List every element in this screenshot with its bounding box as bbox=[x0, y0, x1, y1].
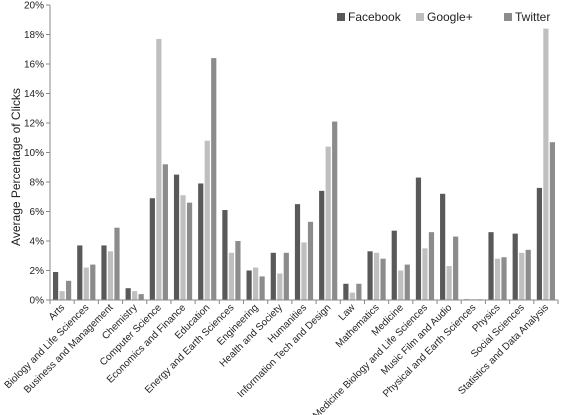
y-axis: 0% 2% 4% 6% 8% 10% 12% 14% 16% 18% 20% bbox=[24, 1, 51, 307]
bar-google- bbox=[156, 38, 162, 301]
bar-facebook bbox=[125, 288, 131, 300]
bar-google- bbox=[132, 291, 138, 300]
y-tick-label: 4% bbox=[30, 237, 45, 248]
bar-facebook bbox=[101, 245, 107, 300]
y-tick-label: 8% bbox=[30, 178, 45, 189]
bar-facebook bbox=[343, 283, 349, 300]
bar-facebook bbox=[319, 190, 325, 300]
y-tick-label: 16% bbox=[24, 60, 44, 71]
y-tick-label: 6% bbox=[30, 207, 45, 218]
bar-facebook bbox=[488, 232, 494, 300]
bar-twitter bbox=[162, 164, 168, 300]
bar-google- bbox=[398, 270, 404, 300]
bar-google- bbox=[204, 140, 210, 300]
bar-facebook bbox=[77, 245, 83, 300]
bar-google- bbox=[180, 195, 186, 300]
y-tick-label: 20% bbox=[24, 1, 44, 12]
bar-facebook bbox=[367, 251, 373, 300]
legend-label: Facebook bbox=[348, 10, 402, 24]
bar-google- bbox=[543, 28, 549, 300]
legend: Facebook Google+ Twitter bbox=[337, 10, 550, 24]
bar-twitter bbox=[404, 264, 410, 300]
bar-facebook bbox=[440, 193, 446, 300]
legend-swatch bbox=[337, 13, 345, 21]
y-tick-label: 2% bbox=[30, 266, 45, 277]
bar-twitter bbox=[283, 252, 289, 300]
x-category-label: Arts bbox=[47, 302, 67, 322]
legend-label: Google+ bbox=[427, 10, 473, 24]
bar-facebook bbox=[270, 252, 276, 300]
bar-twitter bbox=[138, 294, 144, 300]
bar-twitter bbox=[186, 202, 193, 300]
y-axis-label: Average Percentage of Clicks bbox=[9, 88, 23, 246]
bar-google- bbox=[422, 248, 428, 300]
bar-facebook bbox=[52, 271, 59, 300]
bar-google- bbox=[277, 273, 283, 300]
bar-facebook bbox=[222, 210, 228, 300]
bar-google- bbox=[83, 267, 89, 300]
bar-facebook bbox=[198, 183, 204, 300]
bar-google- bbox=[301, 242, 307, 300]
bar-facebook bbox=[391, 230, 397, 300]
bar-google- bbox=[494, 258, 501, 300]
bar-facebook bbox=[246, 270, 252, 300]
bar-google- bbox=[519, 252, 525, 300]
y-tick-label: 18% bbox=[24, 30, 44, 41]
bar-twitter bbox=[65, 280, 72, 300]
x-category-label: Law bbox=[337, 302, 358, 323]
bar-facebook bbox=[149, 198, 155, 300]
bars-group bbox=[52, 28, 556, 301]
bar-twitter bbox=[501, 257, 507, 300]
bar-twitter bbox=[90, 264, 96, 300]
legend-swatch bbox=[504, 13, 512, 21]
bar-twitter bbox=[114, 227, 120, 300]
bar-twitter bbox=[332, 121, 338, 301]
bar-google- bbox=[59, 291, 65, 300]
bar-facebook bbox=[173, 174, 180, 300]
bar-twitter bbox=[525, 249, 531, 300]
bar-twitter bbox=[549, 142, 556, 300]
bar-google- bbox=[349, 292, 355, 300]
bar-twitter bbox=[380, 258, 386, 300]
bar-google- bbox=[373, 252, 380, 300]
bar-facebook bbox=[512, 233, 518, 300]
bar-google- bbox=[446, 266, 452, 300]
bar-twitter bbox=[235, 241, 241, 300]
legend-label: Twitter bbox=[515, 10, 550, 24]
bar-twitter bbox=[356, 283, 362, 300]
bar-twitter bbox=[211, 58, 217, 300]
y-tick-label: 10% bbox=[24, 148, 44, 159]
legend-swatch bbox=[416, 13, 424, 21]
bar-twitter bbox=[307, 221, 314, 300]
bar-facebook bbox=[294, 204, 301, 300]
bar-google- bbox=[253, 267, 259, 300]
bar-twitter bbox=[453, 236, 459, 300]
bar-twitter bbox=[428, 232, 435, 300]
y-tick-label: 14% bbox=[24, 89, 44, 100]
bar-google- bbox=[107, 251, 114, 300]
bar-twitter bbox=[259, 276, 265, 300]
bar-google- bbox=[325, 146, 331, 300]
y-tick-label: 12% bbox=[24, 119, 44, 130]
bar-facebook bbox=[536, 187, 543, 300]
y-tick-label: 0% bbox=[30, 296, 45, 307]
bar-google- bbox=[228, 252, 235, 300]
bar-facebook bbox=[415, 177, 422, 300]
